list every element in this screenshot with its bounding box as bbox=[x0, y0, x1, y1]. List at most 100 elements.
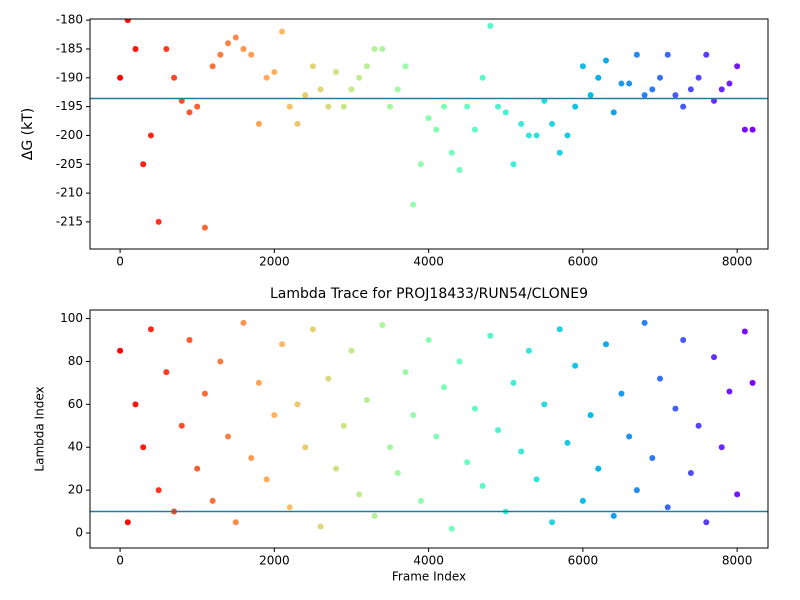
point bbox=[464, 459, 471, 466]
point bbox=[371, 45, 378, 52]
point bbox=[147, 326, 154, 333]
point bbox=[687, 469, 694, 476]
point bbox=[572, 103, 579, 110]
x-tick-label: 4000 bbox=[413, 255, 444, 269]
point bbox=[325, 103, 332, 110]
point bbox=[564, 439, 571, 446]
point bbox=[302, 444, 309, 451]
point bbox=[340, 422, 347, 429]
point bbox=[379, 45, 386, 52]
point bbox=[441, 384, 448, 391]
point bbox=[649, 86, 656, 93]
point bbox=[363, 63, 370, 70]
point bbox=[441, 103, 448, 110]
point bbox=[564, 132, 571, 139]
x-tick-label: 0 bbox=[116, 255, 124, 269]
point bbox=[209, 497, 216, 504]
point bbox=[155, 487, 162, 494]
point bbox=[209, 63, 216, 70]
point bbox=[240, 319, 247, 326]
point bbox=[533, 132, 540, 139]
point bbox=[402, 63, 409, 70]
point bbox=[140, 161, 147, 168]
point bbox=[657, 375, 664, 382]
x-tick-label: 8000 bbox=[722, 554, 753, 568]
point bbox=[394, 86, 401, 93]
point bbox=[279, 28, 286, 35]
point bbox=[549, 519, 556, 526]
point bbox=[487, 332, 494, 339]
point bbox=[541, 97, 548, 104]
point bbox=[248, 454, 255, 461]
point bbox=[217, 358, 224, 365]
x-tick-label: 6000 bbox=[568, 255, 599, 269]
point bbox=[302, 92, 309, 99]
point bbox=[595, 74, 602, 81]
y-tick-label: -210 bbox=[56, 186, 83, 200]
point bbox=[387, 103, 394, 110]
x-tick-label: 0 bbox=[116, 554, 124, 568]
point bbox=[410, 412, 417, 419]
point bbox=[572, 362, 579, 369]
point bbox=[317, 86, 324, 93]
point bbox=[703, 519, 710, 526]
point bbox=[271, 69, 278, 76]
point bbox=[549, 120, 556, 127]
y-tick-label: 80 bbox=[68, 354, 83, 368]
point bbox=[641, 319, 648, 326]
x-tick-label: 8000 bbox=[722, 255, 753, 269]
point bbox=[279, 341, 286, 348]
point bbox=[495, 427, 502, 434]
y-tick-label: -200 bbox=[56, 128, 83, 142]
point bbox=[294, 401, 301, 408]
point bbox=[734, 491, 741, 498]
y-tick-label: -185 bbox=[56, 41, 83, 55]
point bbox=[657, 74, 664, 81]
point bbox=[649, 454, 656, 461]
point bbox=[371, 512, 378, 519]
y-axis-label: Lambda Index bbox=[33, 386, 47, 471]
y-tick-label: -180 bbox=[56, 13, 83, 27]
point bbox=[641, 92, 648, 99]
point bbox=[518, 120, 525, 127]
point bbox=[271, 412, 278, 419]
point bbox=[232, 34, 239, 41]
point bbox=[633, 51, 640, 58]
point bbox=[471, 405, 478, 412]
y-tick-label: -205 bbox=[56, 157, 83, 171]
point bbox=[356, 491, 363, 498]
point bbox=[325, 375, 332, 382]
point bbox=[433, 126, 440, 133]
x-tick-label: 4000 bbox=[413, 554, 444, 568]
point bbox=[664, 504, 671, 511]
y-tick-label: -215 bbox=[56, 214, 83, 228]
point bbox=[348, 347, 355, 354]
point bbox=[448, 149, 455, 156]
point bbox=[255, 120, 262, 127]
point bbox=[703, 51, 710, 58]
point bbox=[541, 401, 548, 408]
y-tick-label: 100 bbox=[60, 311, 83, 325]
point bbox=[147, 132, 154, 139]
point bbox=[525, 347, 532, 354]
point bbox=[448, 525, 455, 532]
point bbox=[417, 161, 424, 168]
point bbox=[518, 448, 525, 455]
point bbox=[348, 86, 355, 93]
point bbox=[672, 405, 679, 412]
point bbox=[201, 390, 208, 397]
point bbox=[587, 412, 594, 419]
point bbox=[186, 337, 193, 344]
y-tick-label: -190 bbox=[56, 70, 83, 84]
x-tick-label: 2000 bbox=[259, 255, 290, 269]
chart-title: Lambda Trace for PROJ18433/RUN54/CLONE9 bbox=[270, 286, 588, 302]
point bbox=[263, 74, 270, 81]
point bbox=[502, 109, 509, 116]
point bbox=[425, 115, 432, 122]
point bbox=[356, 74, 363, 81]
point bbox=[603, 341, 610, 348]
y-tick-label: -195 bbox=[56, 99, 83, 113]
point bbox=[333, 69, 340, 76]
point bbox=[232, 519, 239, 526]
